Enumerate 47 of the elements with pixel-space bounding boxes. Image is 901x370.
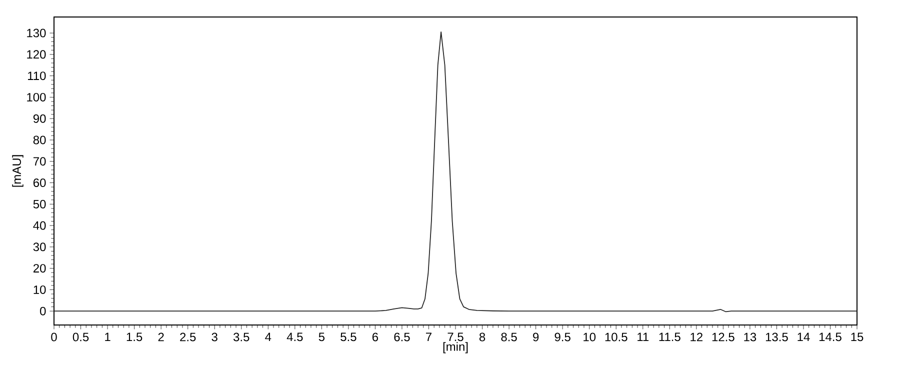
y-tick-label: 130 [27, 28, 46, 38]
x-tick-label: 3 [212, 332, 218, 342]
y-axis-title: [mAU] [12, 155, 24, 187]
x-tick-label: 14 [798, 332, 810, 342]
x-tick-label: 5.5 [340, 332, 356, 342]
x-tick-label: 13 [744, 332, 756, 342]
y-tick-label: 50 [33, 200, 46, 208]
x-tick-label: 1 [105, 332, 110, 342]
y-tick-label: 110 [28, 72, 46, 80]
x-tick-label: 9.5 [554, 332, 570, 342]
y-tick-label: 80 [33, 136, 46, 144]
y-tick-label: 30 [33, 242, 46, 252]
y-tick-label: 10 [34, 285, 46, 294]
x-tick-label: 5 [318, 332, 325, 342]
x-tick-label: 10.5 [605, 332, 628, 342]
x-tick-label: 3.5 [233, 332, 250, 342]
y-tick-label: 90 [33, 114, 46, 123]
x-tick-label: 2.5 [180, 332, 196, 342]
x-tick-label: 1.5 [126, 332, 142, 342]
x-tick-label: 13.5 [766, 332, 788, 342]
x-tick-label: 4 [265, 332, 272, 342]
x-tick-label: 6 [372, 332, 378, 342]
y-tick-label: 60 [33, 178, 46, 188]
x-tick-label: 14.5 [819, 332, 842, 342]
x-tick-label: 11.5 [659, 332, 680, 342]
y-tick-label: 100 [27, 92, 46, 102]
x-tick-label: 11 [638, 332, 649, 342]
x-tick-label: 12.5 [712, 332, 734, 342]
x-tick-label: 7 [426, 332, 432, 342]
y-tick-label: 20 [33, 264, 46, 273]
x-tick-label: 7.5 [448, 332, 464, 342]
x-tick-label: 4.5 [286, 332, 303, 342]
x-tick-label: 0.5 [72, 332, 89, 342]
x-tick-label: 12 [690, 332, 702, 342]
x-tick-label: 8 [479, 332, 486, 342]
x-tick-label: 10 [584, 332, 596, 342]
x-tick-label: 8.5 [501, 332, 517, 342]
y-tick-label: 120 [27, 50, 46, 59]
x-axis-title: [min] [443, 342, 468, 354]
x-tick-label: 0 [51, 332, 57, 342]
x-tick-label: 6.5 [394, 332, 410, 342]
y-tick-label: 70 [33, 157, 46, 166]
y-tick-label: 40 [33, 221, 46, 230]
x-tick-label: 15 [851, 332, 864, 342]
y-tick-label: 0 [40, 306, 46, 316]
x-tick-label: 9 [533, 332, 539, 342]
x-tick-label: 2 [158, 332, 164, 342]
